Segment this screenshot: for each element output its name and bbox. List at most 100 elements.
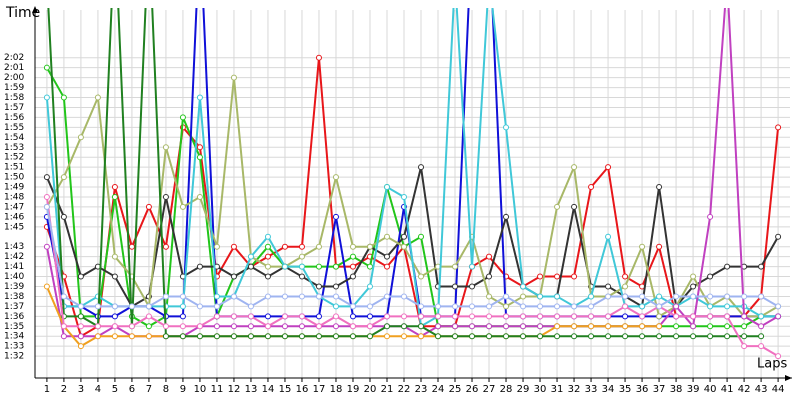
lap-point (145, 323, 152, 330)
lap-point (588, 293, 595, 300)
lap-point (690, 273, 697, 280)
lap-point (77, 323, 84, 330)
lap-point (520, 323, 527, 330)
lap-point (315, 263, 322, 270)
lap-point (43, 203, 50, 210)
y-tick-label: 1:54 (4, 133, 24, 143)
lap-point (60, 293, 67, 300)
lap-point (94, 94, 101, 101)
lap-point (639, 293, 646, 300)
lap-point (111, 313, 118, 320)
x-tick-label: 31 (551, 384, 564, 395)
lap-point (196, 333, 203, 340)
x-tick-label: 7 (146, 384, 152, 395)
lap-point (469, 323, 476, 330)
lap-point (775, 124, 782, 131)
lap-point (554, 293, 561, 300)
lap-point (639, 303, 646, 310)
lap-point (264, 293, 271, 300)
series-line (45, 166, 779, 309)
lap-point (349, 303, 356, 310)
lap-point (162, 144, 169, 151)
lap-point (179, 333, 186, 340)
x-tick-label: 33 (585, 384, 598, 395)
lap-point (741, 293, 748, 300)
lap-point (349, 323, 356, 330)
lap-point (400, 323, 407, 330)
lap-point (298, 333, 305, 340)
lap-point (452, 333, 459, 340)
lap-point (673, 313, 680, 320)
lap-point (111, 323, 118, 330)
lap-point (77, 313, 84, 320)
lap-point (383, 333, 390, 340)
lap-point (537, 313, 544, 320)
lap-point (315, 293, 322, 300)
lap-point (111, 273, 118, 280)
lap-point (196, 94, 203, 101)
lap-point (60, 333, 67, 340)
y-tick-label: 1:36 (4, 312, 24, 322)
lap-point (162, 323, 169, 330)
lap-point (588, 323, 595, 330)
lap-point (707, 333, 714, 340)
lap-point (247, 313, 254, 320)
lap-point (639, 333, 646, 340)
lap-point (588, 303, 595, 310)
lap-point (264, 263, 271, 270)
y-tick-label: 1:34 (4, 332, 24, 342)
lap-point (673, 323, 680, 330)
y-tick-label: 1:49 (4, 183, 24, 193)
lap-point (622, 293, 629, 300)
lap-point (298, 253, 305, 260)
x-tick-label: 38 (670, 384, 683, 395)
lap-point (724, 303, 731, 310)
lap-point (383, 184, 390, 191)
x-tick-label: 6 (129, 384, 135, 395)
y-tick-label: 1:35 (4, 322, 24, 332)
x-tick-label: 27 (483, 384, 496, 395)
lap-point (605, 283, 612, 290)
y-tick-label: 1:47 (4, 202, 24, 212)
lap-point (298, 313, 305, 320)
lap-point (94, 303, 101, 310)
lap-point (520, 283, 527, 290)
lap-point (281, 323, 288, 330)
x-arrow (785, 375, 792, 381)
lap-point (418, 164, 425, 171)
lap-point (673, 293, 680, 300)
lap-point (554, 313, 561, 320)
lap-point (622, 333, 629, 340)
y-tick-label: 1:51 (4, 163, 24, 173)
lap-point (264, 253, 271, 260)
lap-point (145, 203, 152, 210)
x-tick-label: 22 (398, 384, 411, 395)
lap-point (452, 313, 459, 320)
lap-point (213, 303, 220, 310)
lap-point (281, 333, 288, 340)
y-tick-label: 1:33 (4, 342, 24, 352)
lap-point (775, 353, 782, 360)
x-tick-label: 23 (415, 384, 428, 395)
x-tick-label: 37 (653, 384, 666, 395)
lap-point (520, 303, 527, 310)
lap-point (537, 323, 544, 330)
y-tick-label: 1:37 (4, 302, 24, 312)
lap-point (418, 233, 425, 240)
x-tick-label: 13 (245, 384, 258, 395)
lap-point (503, 313, 510, 320)
lap-point (656, 323, 663, 330)
lap-point (588, 313, 595, 320)
x-tick-label: 32 (568, 384, 581, 395)
lap-point (537, 293, 544, 300)
y-tick-label: 1:42 (4, 252, 24, 262)
lap-point (656, 313, 663, 320)
lap-point (43, 243, 50, 250)
lap-point (77, 303, 84, 310)
lap-point (554, 203, 561, 210)
x-tick-label: 9 (180, 384, 186, 395)
x-tick-label: 14 (262, 384, 275, 395)
lap-point (775, 303, 782, 310)
lap-point (247, 323, 254, 330)
lap-point (281, 293, 288, 300)
